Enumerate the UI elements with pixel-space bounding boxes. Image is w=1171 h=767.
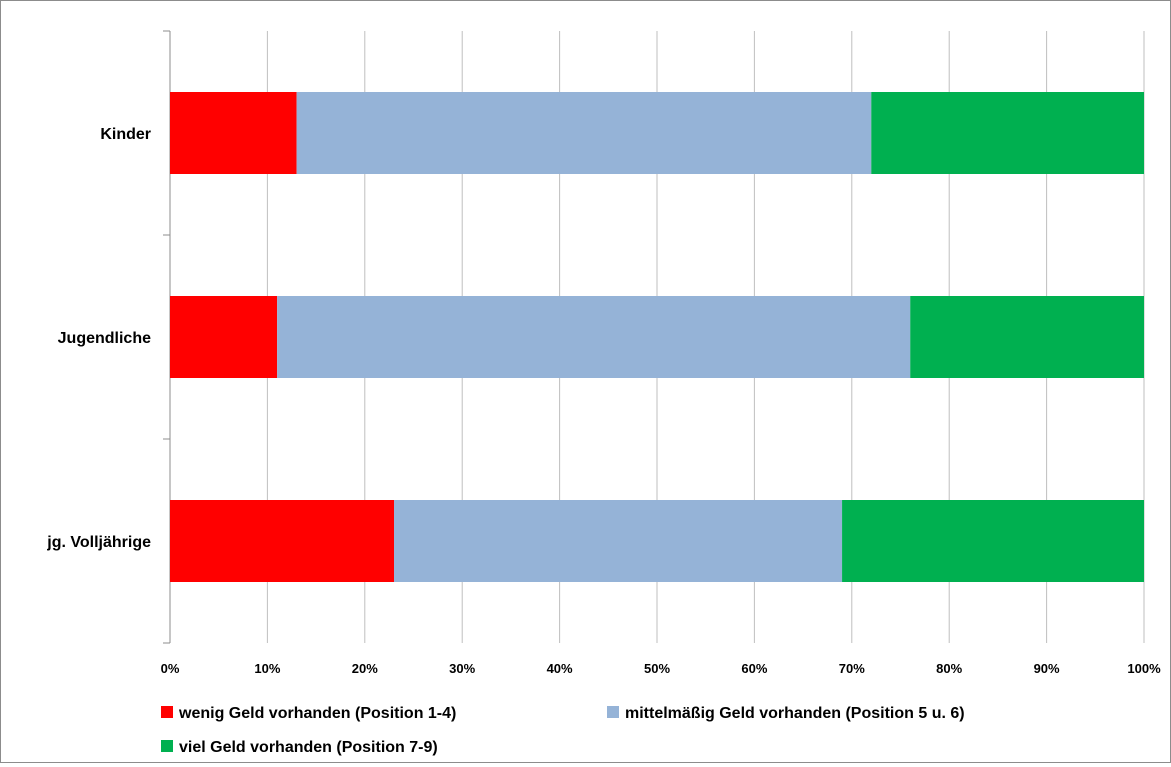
x-tick-label: 70%	[839, 661, 865, 676]
bar-0-series-1	[296, 92, 872, 174]
x-tick-label: 50%	[644, 661, 670, 676]
legend-swatch	[161, 740, 173, 752]
x-tick-label: 40%	[547, 661, 573, 676]
x-tick-labels: 0% 10% 20% 30% 40% 50% 60% 70% 80% 90% 100%	[161, 661, 1161, 676]
x-tick-label: 90%	[1034, 661, 1060, 676]
x-tick-label: 10%	[254, 661, 280, 676]
x-tick-label: 80%	[936, 661, 962, 676]
x-tick-label: 100%	[1127, 661, 1161, 676]
legend-label: mittelmäßig Geld vorhanden (Position 5 u…	[625, 705, 965, 722]
bar-2-series-1	[394, 500, 843, 582]
bar-2-series-2	[842, 500, 1144, 582]
x-tick-label: 20%	[352, 661, 378, 676]
category-axis	[163, 30, 171, 644]
bar-0-series-0	[170, 92, 297, 174]
x-tick-label: 30%	[449, 661, 475, 676]
bar-0-series-2	[871, 92, 1144, 174]
legend-swatch	[161, 706, 173, 718]
category-label: Jugendliche	[58, 330, 151, 347]
legend-item-0: wenig Geld vorhanden (Position 1-4)	[161, 705, 456, 722]
bar-1-series-1	[277, 296, 911, 378]
bar-1-series-0	[170, 296, 278, 378]
bar-1-series-2	[910, 296, 1144, 378]
legend-swatch	[607, 706, 619, 718]
legend: wenig Geld vorhanden (Position 1-4) mitte…	[161, 705, 965, 756]
legend-item-2: viel Geld vorhanden (Position 7-9)	[161, 739, 438, 756]
x-tick-label: 0%	[161, 661, 180, 676]
bars	[170, 92, 1144, 582]
legend-label: wenig Geld vorhanden (Position 1-4)	[178, 705, 456, 722]
legend-label: viel Geld vorhanden (Position 7-9)	[179, 739, 438, 756]
category-label: jg. Volljährige	[46, 534, 151, 551]
legend-item-1: mittelmäßig Geld vorhanden (Position 5 u…	[607, 705, 965, 722]
bar-2-series-0	[170, 500, 395, 582]
x-tick-label: 60%	[741, 661, 767, 676]
category-label: Kinder	[100, 126, 151, 143]
category-labels: Kinder Jugendliche jg. Volljährige	[46, 126, 151, 551]
